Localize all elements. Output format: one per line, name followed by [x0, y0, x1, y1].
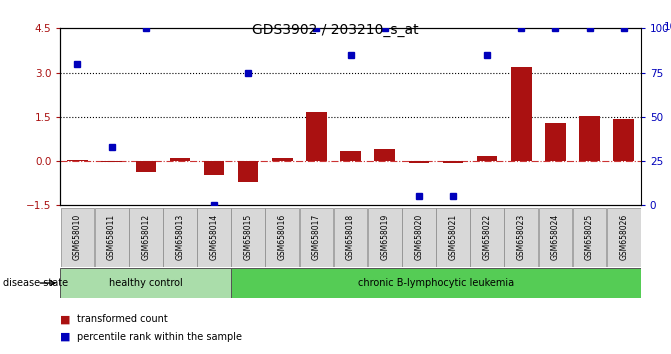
Bar — [129, 208, 162, 267]
Bar — [572, 208, 607, 267]
Text: GSM658014: GSM658014 — [209, 214, 219, 260]
Text: ■: ■ — [60, 314, 74, 324]
Bar — [333, 208, 368, 267]
Text: healthy control: healthy control — [109, 278, 183, 288]
Bar — [477, 156, 497, 161]
Bar — [231, 208, 265, 267]
Text: ■: ■ — [60, 332, 74, 342]
Bar — [231, 268, 641, 298]
Bar — [613, 119, 634, 161]
Bar — [306, 112, 327, 161]
Bar — [238, 161, 258, 182]
Bar — [470, 208, 504, 267]
Bar — [409, 161, 429, 162]
Text: GSM658015: GSM658015 — [244, 214, 253, 260]
Bar — [60, 268, 231, 298]
Text: GSM658018: GSM658018 — [346, 214, 355, 260]
Text: GSM658013: GSM658013 — [175, 214, 185, 260]
Text: GSM658025: GSM658025 — [585, 214, 594, 260]
Text: GSM658010: GSM658010 — [73, 214, 82, 260]
Text: GSM658020: GSM658020 — [415, 214, 423, 260]
Bar — [136, 161, 156, 172]
Bar — [67, 160, 88, 161]
Text: GSM658023: GSM658023 — [517, 214, 526, 260]
Text: GSM658021: GSM658021 — [448, 214, 458, 260]
Bar — [197, 208, 231, 267]
Bar — [60, 208, 95, 267]
Text: GDS3902 / 203210_s_at: GDS3902 / 203210_s_at — [252, 23, 419, 37]
Text: GSM658012: GSM658012 — [141, 214, 150, 260]
Bar — [607, 208, 641, 267]
Bar — [579, 116, 600, 161]
Bar — [368, 208, 402, 267]
Bar — [436, 208, 470, 267]
Bar — [443, 161, 463, 163]
Bar — [340, 151, 361, 161]
Text: GSM658016: GSM658016 — [278, 214, 287, 260]
Text: GSM658026: GSM658026 — [619, 214, 628, 260]
Bar — [95, 208, 129, 267]
Text: GSM658022: GSM658022 — [482, 214, 492, 260]
Bar — [402, 208, 435, 267]
Text: disease state: disease state — [3, 278, 68, 288]
Bar — [505, 208, 538, 267]
Text: percentile rank within the sample: percentile rank within the sample — [77, 332, 242, 342]
Bar — [272, 158, 293, 161]
Text: GSM658011: GSM658011 — [107, 214, 116, 260]
Bar — [539, 208, 572, 267]
Bar — [170, 158, 190, 161]
Bar — [511, 67, 531, 161]
Text: chronic B-lymphocytic leukemia: chronic B-lymphocytic leukemia — [358, 278, 514, 288]
Text: GSM658024: GSM658024 — [551, 214, 560, 260]
Text: GSM658019: GSM658019 — [380, 214, 389, 260]
Bar — [546, 123, 566, 161]
Bar — [101, 161, 122, 162]
Bar — [163, 208, 197, 267]
Bar — [299, 208, 333, 267]
Bar — [204, 161, 224, 175]
Bar — [374, 149, 395, 161]
Text: GSM658017: GSM658017 — [312, 214, 321, 260]
Y-axis label: 100%: 100% — [664, 22, 671, 32]
Bar — [266, 208, 299, 267]
Text: transformed count: transformed count — [77, 314, 168, 324]
